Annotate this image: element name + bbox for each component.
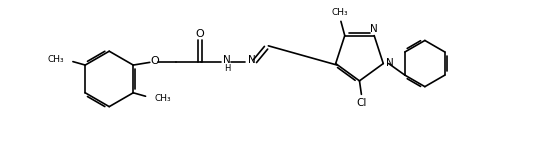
Text: O: O [151, 56, 159, 66]
Text: Cl: Cl [356, 98, 366, 108]
Text: N: N [370, 24, 378, 34]
Text: N: N [223, 55, 231, 65]
Text: O: O [195, 29, 204, 39]
Text: N: N [386, 58, 393, 68]
Text: CH₃: CH₃ [155, 94, 172, 103]
Text: CH₃: CH₃ [47, 55, 63, 64]
Text: CH₃: CH₃ [332, 8, 349, 17]
Text: N: N [247, 55, 256, 65]
Text: H: H [224, 64, 230, 73]
